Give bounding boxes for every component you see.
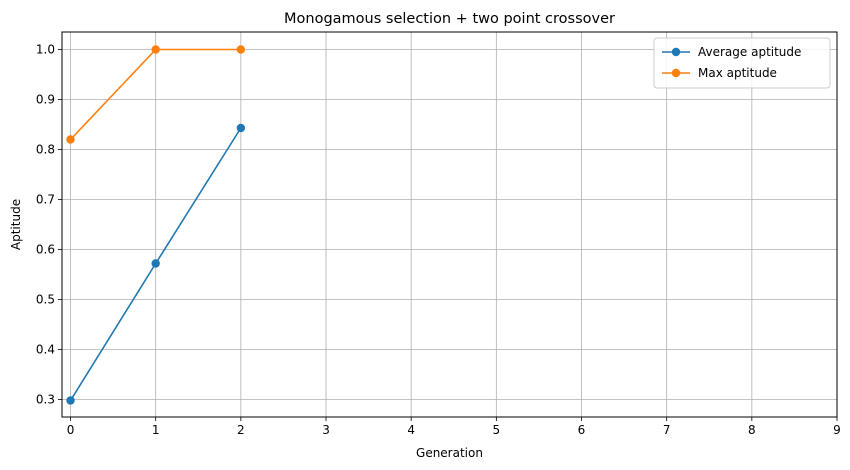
legend: Average aptitude Max aptitude	[653, 37, 831, 89]
x-tick-label: 1	[152, 423, 160, 437]
data-point	[236, 123, 246, 133]
x-tick-label: 6	[578, 423, 586, 437]
y-tick-label: 0.3	[36, 393, 55, 407]
y-tick-label: 0.9	[36, 93, 55, 107]
series-layer	[66, 45, 246, 405]
data-point	[236, 45, 246, 54]
x-axis-label: Generation	[416, 446, 483, 460]
series-max-aptitude	[66, 45, 246, 144]
data-point	[66, 396, 75, 405]
series-average-aptitude	[66, 123, 246, 405]
plot-frame	[61, 31, 838, 418]
data-point	[66, 135, 75, 144]
x-tick-label: 2	[237, 423, 245, 437]
y-tick-label: 0.6	[36, 243, 55, 257]
legend-marker	[671, 68, 681, 78]
ticks: 0 1 2 3 4 5 6 7 8 9 0.3 0.4 0.5 0.6 0.7 0.8 0.9 1.0	[36, 43, 841, 438]
x-tick-label: 0	[67, 423, 75, 437]
x-tick-label: 3	[322, 423, 330, 437]
legend-box	[653, 37, 831, 89]
chart-title: Monogamous selection + two point crossov…	[284, 11, 615, 27]
x-tick-label: 8	[748, 423, 756, 437]
y-axis-label: Aptitude	[9, 199, 23, 250]
data-point	[151, 259, 160, 268]
y-tick-label: 1.0	[36, 43, 55, 57]
y-tick-label: 0.4	[36, 343, 55, 357]
legend-label: Max aptitude	[698, 66, 777, 80]
y-tick-label: 0.8	[36, 143, 55, 157]
y-tick-label: 0.5	[36, 293, 55, 307]
legend-label: Average aptitude	[698, 45, 801, 59]
legend-item: Max aptitude	[662, 66, 777, 80]
legend-marker	[671, 47, 681, 57]
x-tick-label: 4	[407, 423, 415, 437]
x-tick-label: 5	[493, 423, 501, 437]
legend-item: Average aptitude	[662, 45, 801, 59]
x-tick-label: 7	[663, 423, 671, 437]
data-point	[151, 45, 160, 54]
y-tick-label: 0.7	[36, 193, 55, 207]
x-tick-label: 9	[833, 423, 841, 437]
